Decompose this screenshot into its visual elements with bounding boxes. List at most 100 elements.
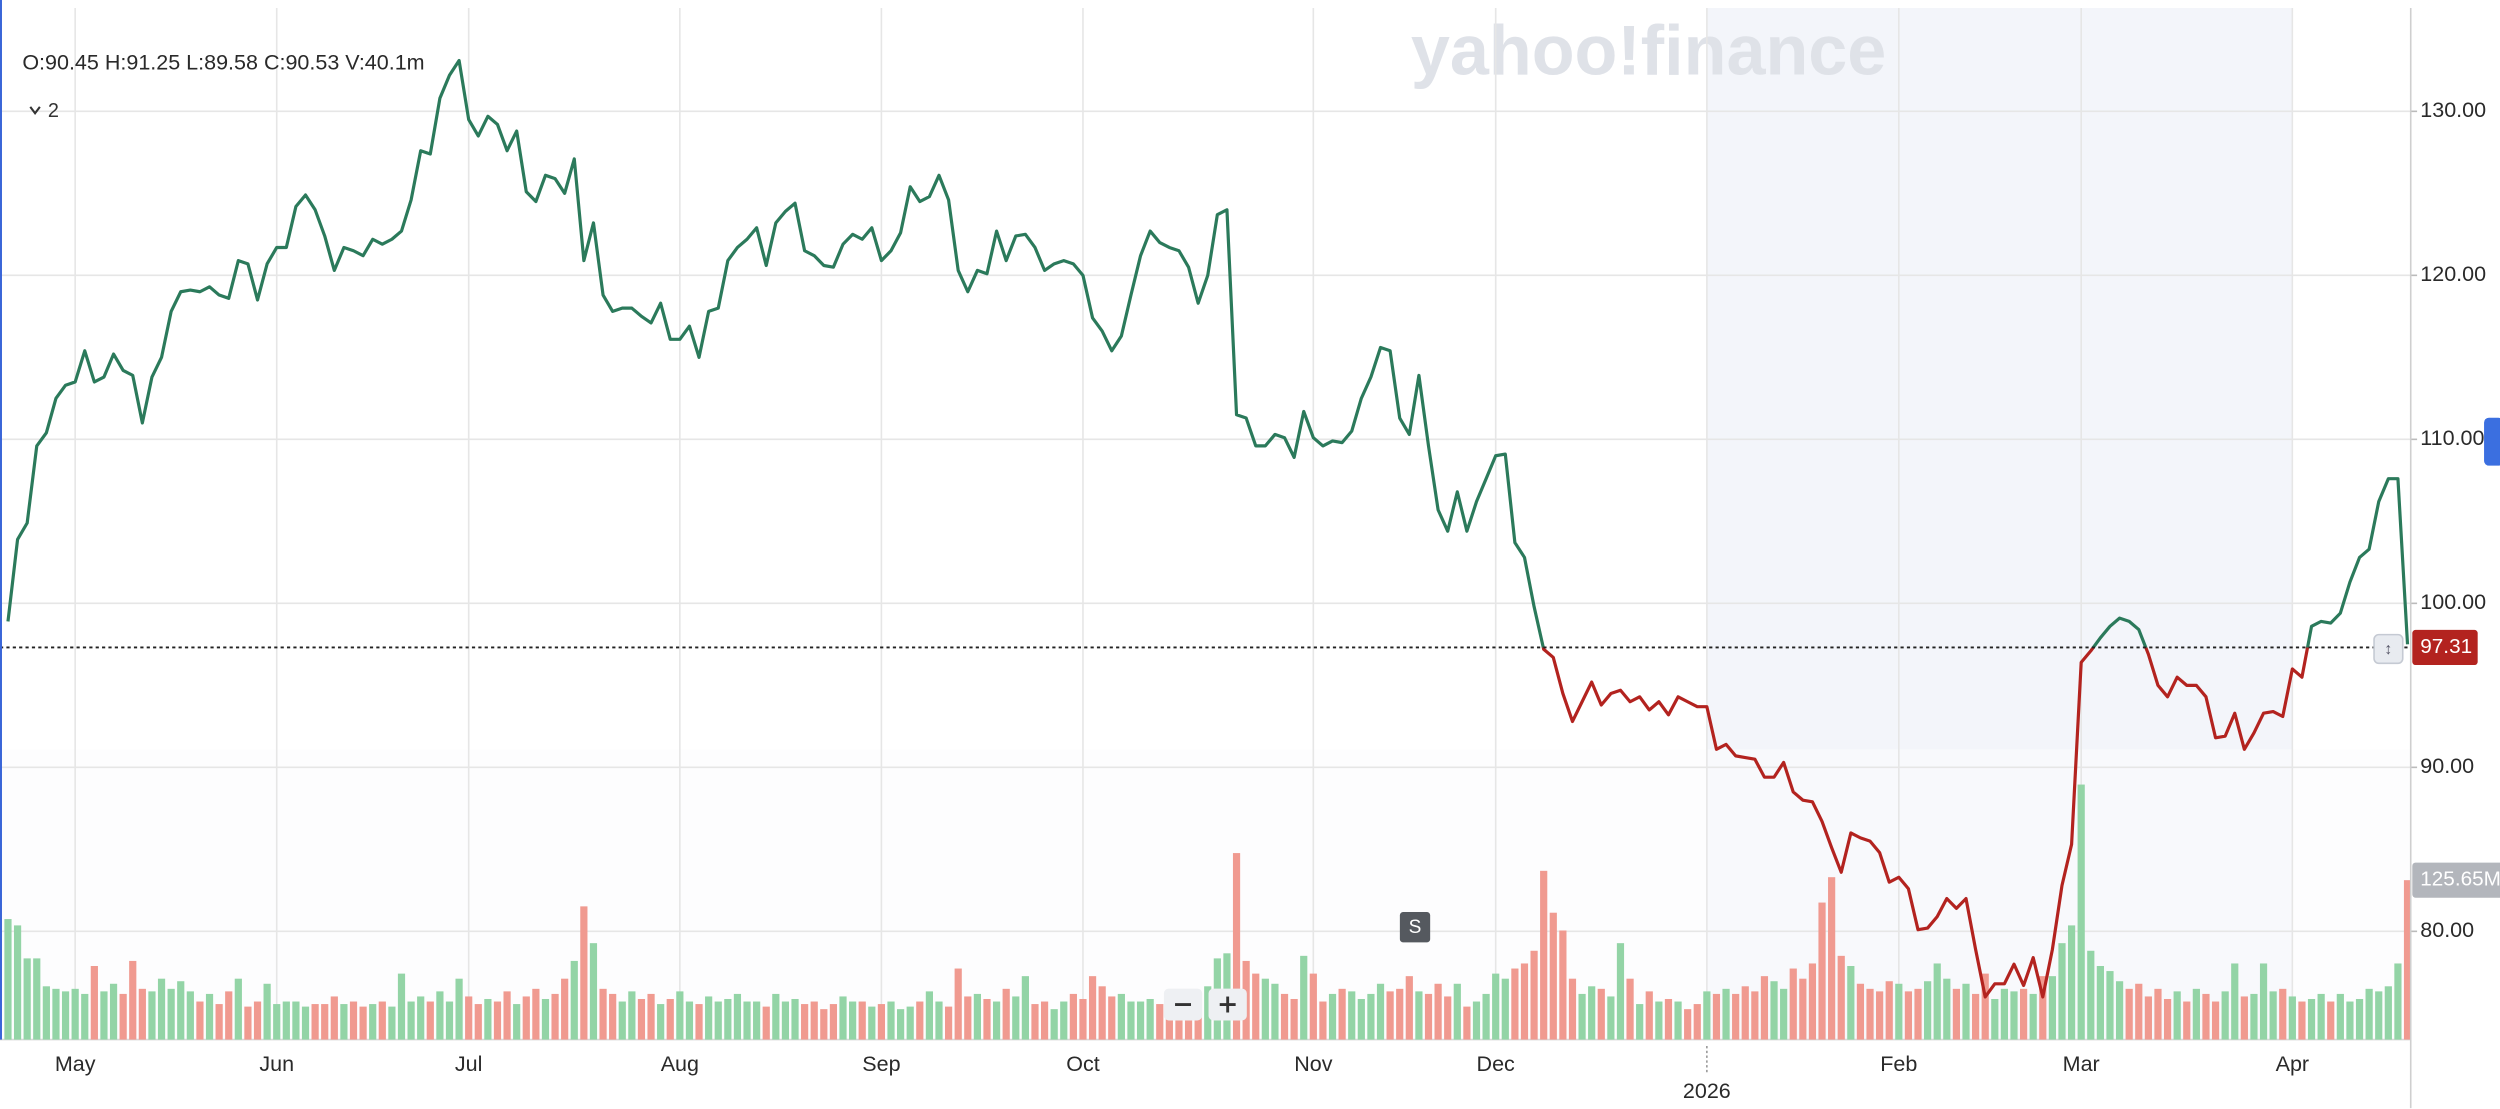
volume-bar [1002, 988, 1010, 1040]
volume-bar [1818, 902, 1826, 1040]
volume-label-box [2412, 862, 2500, 898]
volume-bar [1904, 991, 1913, 1040]
volume-bar [1885, 981, 1893, 1040]
volume-bar [340, 1004, 348, 1040]
volume-bar [570, 960, 578, 1040]
volume-bar [234, 978, 242, 1040]
volume-bar [2087, 950, 2095, 1040]
volume-bar [1693, 1004, 1701, 1040]
volume-bar [1146, 998, 1154, 1040]
volume-bar [724, 998, 732, 1040]
volume-bar [1991, 998, 1999, 1040]
volume-bar [637, 998, 646, 1040]
event-marker[interactable]: S [1399, 912, 1431, 943]
volume-bar [253, 1001, 262, 1040]
y-tick-label: 120.00 [2420, 262, 2486, 286]
volume-bar [676, 991, 684, 1040]
indicator-count[interactable]: 2 [48, 100, 59, 122]
volume-bar [801, 1004, 809, 1040]
volume-bar [1808, 963, 1817, 1040]
volume-label: 125.65M [2420, 868, 2500, 891]
volume-bar [90, 965, 98, 1040]
volume-bar [71, 988, 79, 1040]
event-marker-label[interactable]: S [1409, 917, 1422, 938]
volume-bar [2010, 991, 2018, 1040]
volume-bar [1367, 993, 1375, 1040]
volume-bar [205, 993, 214, 1040]
volume-bar [129, 960, 137, 1040]
volume-bar [1866, 988, 1874, 1040]
volume-bar [2307, 998, 2316, 1040]
volume-bar [1021, 976, 1029, 1040]
volume-bar [1434, 983, 1442, 1040]
volume-bar [138, 988, 146, 1040]
volume-bar [1924, 981, 1932, 1040]
volume-bar [1136, 1001, 1145, 1040]
volume-bar [2077, 784, 2085, 1040]
volume-bar [397, 973, 406, 1040]
side-panel-tab[interactable] [2484, 417, 2500, 466]
volume-bar [1444, 996, 1452, 1040]
volume-bar [964, 996, 972, 1040]
volume-bar [1549, 912, 1557, 1040]
volume-bar [2115, 981, 2124, 1040]
volume-bar [282, 1001, 290, 1040]
event-marker-box[interactable] [1399, 912, 1431, 943]
volume-bar [273, 1004, 281, 1040]
volume-bar [618, 1001, 626, 1040]
volume-bar [311, 1004, 319, 1040]
volume-bar [244, 1006, 252, 1040]
volume-bar [973, 993, 981, 1040]
volume-bar [1607, 996, 1615, 1040]
volume-bar [2192, 988, 2200, 1040]
volume-bar [1271, 983, 1279, 1040]
volume-bar [2039, 976, 2047, 1040]
reference-handle-icon[interactable]: ↕ [2384, 641, 2392, 658]
volume-bar [1204, 986, 1212, 1040]
volume-bar [2000, 988, 2008, 1040]
volume-bar [1789, 968, 1797, 1040]
volume-bar [2144, 996, 2152, 1040]
volume-bar [186, 991, 194, 1040]
volume-bar [330, 996, 338, 1040]
volume-bar [417, 996, 425, 1040]
volume-bar [426, 1001, 434, 1040]
volume-bar [1741, 986, 1749, 1040]
volume-bar [791, 998, 799, 1040]
volume-bar [1156, 1004, 1164, 1040]
volume-bar [1424, 993, 1433, 1040]
volume-bar [1501, 978, 1509, 1040]
volume-bar [2125, 988, 2133, 1040]
volume-bar [100, 991, 108, 1040]
volume-bar [1088, 976, 1097, 1040]
volume-bar [119, 993, 127, 1040]
volume-bar [1108, 996, 1116, 1040]
reference-handle[interactable] [2373, 633, 2404, 665]
plot-background [0, 8, 2411, 1040]
volume-bar [1319, 1001, 1327, 1040]
volume-bar [753, 1001, 761, 1040]
x-tick-label: 2026 [1683, 1079, 1731, 1103]
volume-bar [1962, 983, 1970, 1040]
volume-bar [1588, 986, 1596, 1040]
volume-bar [1031, 1004, 1039, 1040]
volume-bar [1396, 988, 1404, 1040]
volume-bar [13, 925, 22, 1040]
volume-bar [4, 919, 12, 1040]
volume-bar [1636, 1004, 1644, 1040]
volume-bar [1261, 978, 1269, 1040]
volume-bar [1732, 993, 1740, 1040]
volume-bar [1597, 988, 1605, 1040]
volume-bar [541, 998, 550, 1040]
volume-bar [1722, 988, 1730, 1040]
volume-bar [1933, 963, 1941, 1040]
volume-bar [772, 993, 780, 1040]
volume-bar [714, 1001, 722, 1040]
volume-bar [1520, 963, 1529, 1040]
y-tick-label: 100.00 [2420, 590, 2486, 614]
volume-bar [455, 978, 463, 1040]
volume-bar [628, 991, 636, 1040]
indicator-chevron[interactable] [29, 106, 41, 115]
volume-bar [1626, 978, 1634, 1040]
volume-bar [1492, 973, 1500, 1040]
